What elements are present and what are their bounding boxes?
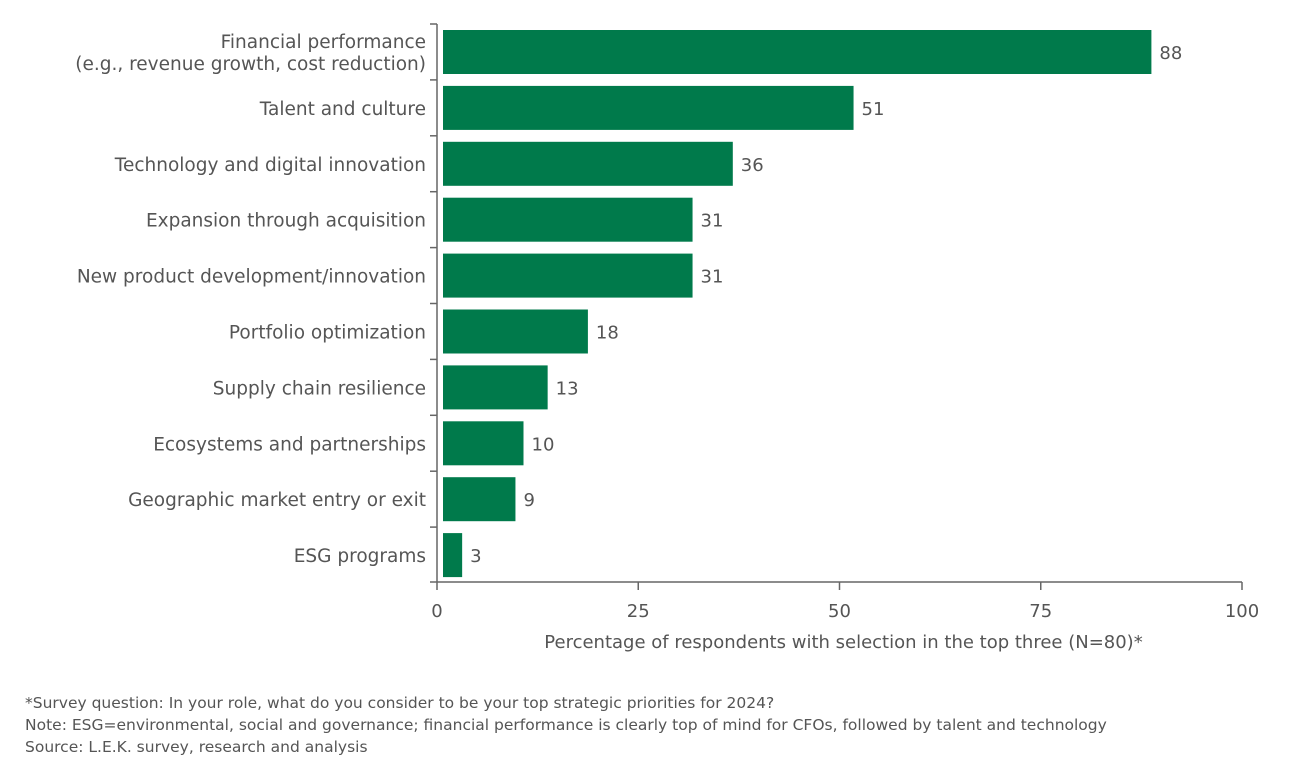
bar [443,533,463,578]
x-tick-label: 100 [1225,601,1259,622]
bar [443,365,548,410]
category-label: Ecosystems and partnerships [153,434,426,455]
data-label: 18 [596,323,619,344]
category-label: Technology and digital innovation [114,155,426,176]
data-label: 13 [556,378,579,399]
bar [443,421,524,466]
bar-chart: 88 Financial performance(e.g., revenue gr… [75,23,1259,653]
source-note: Source: L.E.K. survey, research and anal… [25,738,368,756]
category-label: Supply chain resilience [213,378,426,399]
data-label: 88 [1159,43,1182,64]
category-label: Financial performance [221,32,426,53]
bar [443,309,588,354]
data-label: 36 [741,155,764,176]
category-label: Portfolio optimization [229,323,426,344]
x-tick-label: 0 [431,601,442,622]
survey-question-note: *Survey question: In your role, what do … [25,694,775,712]
data-label: 31 [701,267,724,288]
category-label: ESG programs [294,546,426,567]
data-label: 9 [523,490,534,511]
category-label: Talent and culture [259,99,426,120]
category-label: Geographic market entry or exit [128,490,426,511]
bar [443,253,693,298]
x-tick-label: 50 [828,601,851,622]
esg-note: Note: ESG=environmental, social and gove… [25,716,1107,734]
x-tick-label: 75 [1029,601,1052,622]
data-label: 51 [862,99,885,120]
category-label: (e.g., revenue growth, cost reduction) [75,54,426,75]
category-label: Expansion through acquisition [146,211,426,232]
bar [443,477,516,522]
bar [443,30,1152,74]
data-label: 31 [701,211,724,232]
data-label: 10 [532,434,555,455]
x-axis-title: Percentage of respondents with selection… [544,632,1142,653]
category-label: New product development/innovation [77,267,426,288]
bar [443,141,733,186]
bar [443,197,693,242]
bar [443,85,854,130]
x-tick-label: 25 [627,601,650,622]
data-label: 3 [470,546,481,567]
footnotes: *Survey question: In your role, what do … [25,692,1107,758]
